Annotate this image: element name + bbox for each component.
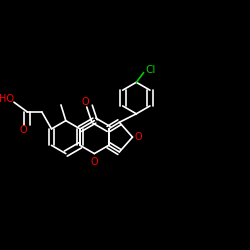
Text: Cl: Cl [145,65,156,75]
Text: O: O [20,125,28,135]
Text: O: O [90,157,98,167]
Text: HO: HO [0,94,14,104]
Text: O: O [135,132,142,142]
Text: O: O [81,97,89,107]
